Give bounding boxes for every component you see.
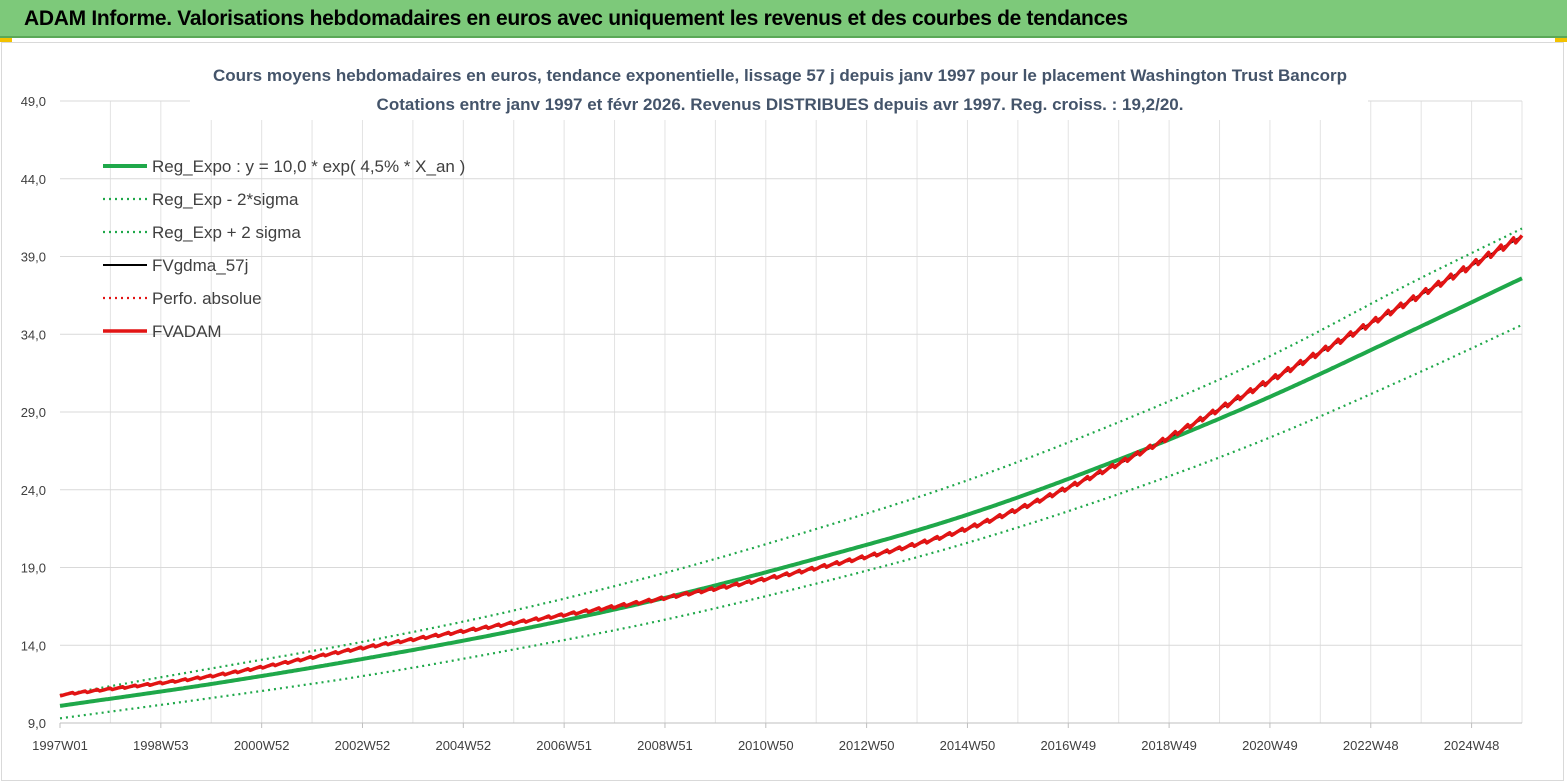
y-tick-label: 39,0 <box>21 250 46 265</box>
chart-title-line-1: Cours moyens hebdomadaires en euros, ten… <box>213 66 1347 85</box>
x-tick-label: 2002W52 <box>335 738 391 753</box>
y-tick-label: 14,0 <box>21 638 46 653</box>
series-line-5 <box>59 234 1524 698</box>
x-tick-label: 2010W50 <box>738 738 794 753</box>
x-tick-label: 2020W49 <box>1242 738 1298 753</box>
x-tick-label: 2012W50 <box>839 738 895 753</box>
x-tick-label: 2016W49 <box>1040 738 1096 753</box>
title-background <box>190 58 1368 120</box>
y-tick-label: 44,0 <box>21 172 46 187</box>
legend-label: Reg_Expo : y = 10,0 * exp( 4,5% * X_an ) <box>152 157 465 176</box>
y-tick-label: 34,0 <box>21 327 46 342</box>
x-tick-label: 2000W52 <box>234 738 290 753</box>
legend-label: Reg_Exp - 2*sigma <box>152 190 299 209</box>
grid-layer <box>60 100 1523 724</box>
y-tick-label: 49,0 <box>21 94 46 109</box>
series-line-0 <box>59 276 1523 708</box>
report-banner: ADAM Informe. Valorisations hebdomadaire… <box>0 0 1567 38</box>
legend-label: Perfo. absolue <box>152 289 262 308</box>
y-tick-label: 29,0 <box>21 405 46 420</box>
x-tick-label: 1997W01 <box>32 738 88 753</box>
series-line-1 <box>59 323 1523 720</box>
legend-label: Reg_Exp + 2 sigma <box>152 223 301 242</box>
x-tick-label: 2004W52 <box>435 738 491 753</box>
x-tick-label: 2022W48 <box>1343 738 1399 753</box>
axis-layer: 9,0 14,0 19,0 24,0 29,0 34,0 39,0 44,0 49,0 1997W… <box>21 94 1522 753</box>
corner-marker-right <box>1555 38 1567 42</box>
y-tick-label: 24,0 <box>21 483 46 498</box>
x-tick-label: 1998W53 <box>133 738 189 753</box>
legend-label: FVADAM <box>152 322 222 341</box>
y-tick-label: 9,0 <box>28 716 46 731</box>
x-tick-label: 2008W51 <box>637 738 693 753</box>
y-tick-label: 19,0 <box>21 561 46 576</box>
x-tick-label: 2018W49 <box>1141 738 1197 753</box>
legend: Reg_Expo : y = 10,0 * exp( 4,5% * X_an )… <box>103 157 465 341</box>
x-tick-label: 2014W50 <box>940 738 996 753</box>
corner-marker-left <box>0 38 12 42</box>
x-tick-label: 2024W48 <box>1444 738 1500 753</box>
legend-label: FVgdma_57j <box>152 256 248 275</box>
series-line-4 <box>59 235 1523 697</box>
series-layer <box>59 227 1524 720</box>
series-line-3 <box>59 235 1523 696</box>
series-line-2 <box>59 227 1523 697</box>
chart-title-line-2: Cotations entre janv 1997 et févr 2026. … <box>377 95 1184 114</box>
x-tick-label: 2006W51 <box>536 738 592 753</box>
report-title: ADAM Informe. Valorisations hebdomadaire… <box>24 7 1128 30</box>
